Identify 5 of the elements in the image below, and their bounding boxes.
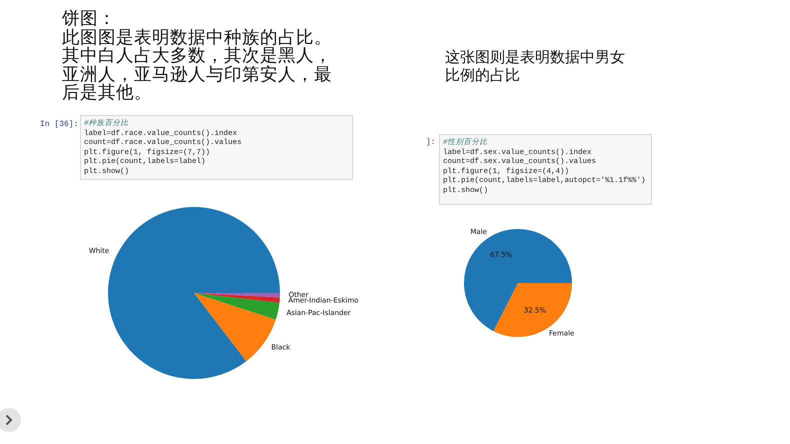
text: ]: <box>426 138 436 148</box>
chart-title: 这张图则是表明数据中男女比例的占比 <box>445 48 626 84</box>
chart-title: 饼图： <box>62 9 117 29</box>
text: In [36]: <box>40 120 78 130</box>
chart-subtitle: 此图图是表明数据中种族的占比。其中白人占大多数，其次是黑人，亚洲人，亚马逊人与印第安人，最后是其他。 <box>62 28 333 104</box>
